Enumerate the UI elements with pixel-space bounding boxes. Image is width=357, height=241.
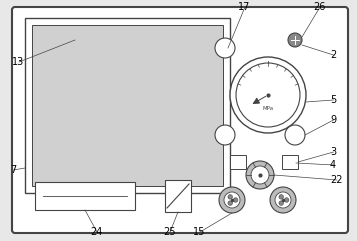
Text: 4: 4 (330, 160, 336, 170)
Circle shape (228, 201, 232, 205)
Text: 17: 17 (238, 2, 250, 12)
Circle shape (251, 166, 269, 184)
Bar (230, 155, 246, 169)
Bar (35, 182, 135, 210)
Text: 7: 7 (10, 165, 16, 175)
Circle shape (285, 125, 305, 145)
Circle shape (233, 198, 238, 202)
Circle shape (224, 192, 240, 208)
Circle shape (279, 201, 283, 205)
Bar (165, 180, 191, 212)
Circle shape (230, 57, 306, 133)
Circle shape (270, 187, 296, 213)
Circle shape (236, 63, 300, 127)
Circle shape (279, 195, 283, 199)
Circle shape (215, 125, 235, 145)
Text: 26: 26 (313, 2, 325, 12)
Bar (25, 18, 230, 193)
Circle shape (228, 195, 232, 199)
Circle shape (275, 192, 291, 208)
Circle shape (288, 33, 302, 47)
Bar (282, 155, 298, 169)
Text: 2: 2 (330, 50, 336, 60)
Text: 13: 13 (12, 57, 24, 67)
Text: 15: 15 (193, 227, 205, 237)
Text: 24: 24 (90, 227, 102, 237)
Bar (32, 25, 223, 186)
Circle shape (215, 38, 235, 58)
Text: 9: 9 (330, 115, 336, 125)
Text: 25: 25 (163, 227, 176, 237)
FancyBboxPatch shape (12, 7, 348, 233)
Text: 3: 3 (330, 147, 336, 157)
Text: 22: 22 (330, 175, 342, 185)
Circle shape (219, 187, 245, 213)
Circle shape (246, 161, 274, 189)
Text: 5: 5 (330, 95, 336, 105)
Circle shape (285, 198, 289, 202)
Text: MPa: MPa (262, 107, 273, 112)
